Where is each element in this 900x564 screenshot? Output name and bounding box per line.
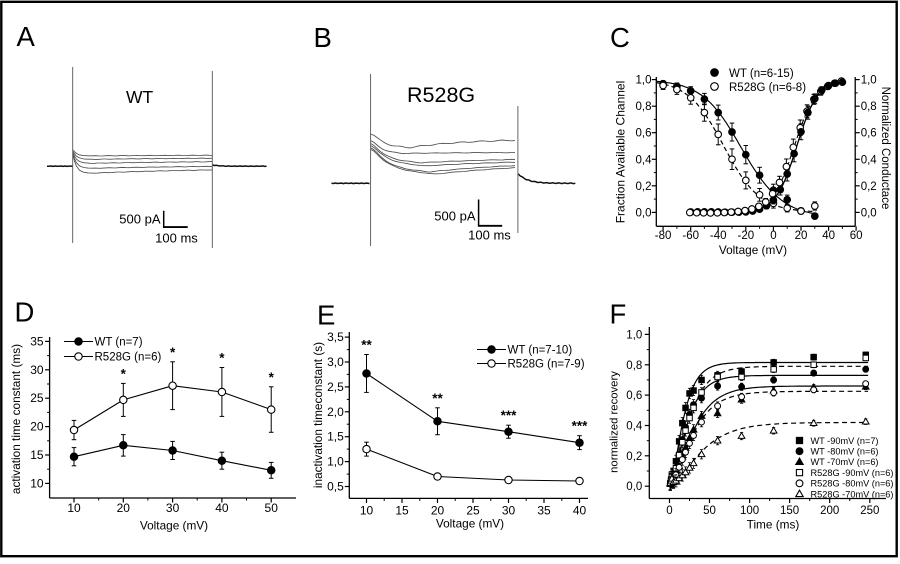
svg-text:**: ** (432, 391, 443, 406)
svg-text:0,8: 0,8 (636, 101, 652, 113)
svg-text:100: 100 (740, 505, 759, 517)
svg-text:-60: -60 (682, 230, 699, 242)
svg-text:1,0: 1,0 (327, 455, 344, 469)
svg-text:40: 40 (215, 501, 229, 515)
svg-text:1,0: 1,0 (861, 75, 877, 87)
svg-text:WT: WT (126, 87, 154, 107)
svg-text:60: 60 (850, 230, 863, 242)
svg-text:0,0: 0,0 (636, 207, 652, 219)
svg-text:R528G -80mV (n=6): R528G -80mV (n=6) (811, 479, 894, 489)
svg-text:150: 150 (780, 505, 799, 517)
svg-text:Voltage (mV): Voltage (mV) (436, 517, 504, 531)
svg-text:activation time constant (ms): activation time constant (ms) (9, 344, 23, 494)
svg-text:10: 10 (67, 501, 81, 515)
svg-text:A: A (17, 21, 36, 52)
svg-text:0,2: 0,2 (626, 451, 642, 463)
svg-text:Time (ms): Time (ms) (747, 518, 800, 532)
svg-text:F: F (610, 299, 627, 330)
svg-text:-40: -40 (710, 230, 727, 242)
svg-text:50: 50 (265, 501, 279, 515)
svg-text:-20: -20 (737, 230, 754, 242)
svg-text:500 pA: 500 pA (434, 209, 476, 224)
svg-text:2,5: 2,5 (327, 380, 344, 394)
svg-text:20: 20 (117, 501, 131, 515)
svg-text:normalized recovery: normalized recovery (609, 371, 621, 473)
svg-text:WT (n=6-15): WT (n=6-15) (729, 68, 794, 80)
svg-text:0,6: 0,6 (636, 128, 652, 140)
svg-text:0,6: 0,6 (626, 390, 642, 402)
svg-text:0,2: 0,2 (861, 181, 877, 193)
svg-text:2,0: 2,0 (327, 405, 344, 419)
svg-text:D: D (15, 297, 35, 328)
svg-text:25: 25 (466, 504, 480, 518)
svg-text:30: 30 (30, 363, 44, 377)
svg-text:200: 200 (820, 505, 839, 517)
svg-text:0: 0 (666, 505, 672, 517)
svg-text:*: * (219, 351, 225, 366)
svg-text:0,2: 0,2 (636, 181, 652, 193)
svg-text:E: E (317, 300, 335, 331)
svg-text:35: 35 (537, 504, 551, 518)
svg-text:0,0: 0,0 (626, 481, 642, 493)
svg-text:0,6: 0,6 (861, 128, 877, 140)
svg-text:35: 35 (30, 334, 44, 348)
svg-text:*: * (170, 345, 176, 360)
svg-text:-80: -80 (655, 230, 672, 242)
svg-text:20: 20 (795, 230, 808, 242)
svg-text:***: *** (572, 419, 589, 434)
svg-text:Voltage (mV): Voltage (mV) (140, 519, 208, 533)
svg-text:0,4: 0,4 (861, 154, 878, 166)
svg-text:40: 40 (573, 504, 587, 518)
svg-text:20: 20 (30, 420, 44, 434)
svg-text:3,5: 3,5 (327, 330, 344, 344)
svg-text:30: 30 (502, 504, 516, 518)
svg-text:WT (n=7-10): WT (n=7-10) (508, 345, 573, 357)
svg-text:500 pA: 500 pA (119, 212, 161, 227)
svg-text:Normalized Conductace: Normalized Conductace (879, 87, 891, 210)
svg-text:40: 40 (822, 230, 835, 242)
svg-text:B: B (314, 22, 332, 53)
svg-text:0,5: 0,5 (327, 480, 344, 494)
svg-text:0,4: 0,4 (626, 421, 643, 433)
svg-text:25: 25 (30, 391, 44, 405)
svg-text:0,8: 0,8 (861, 101, 877, 113)
svg-text:0,0: 0,0 (861, 207, 877, 219)
svg-text:R528G: R528G (407, 83, 475, 107)
svg-text:R528G (n=6): R528G (n=6) (95, 352, 162, 364)
svg-text:100 ms: 100 ms (155, 231, 198, 246)
svg-text:*: * (121, 366, 127, 381)
svg-text:30: 30 (166, 501, 180, 515)
svg-text:15: 15 (395, 504, 409, 518)
svg-text:inactivation timeconstant (s): inactivation timeconstant (s) (311, 342, 325, 488)
svg-text:Voltage (mV): Voltage (mV) (719, 243, 787, 257)
svg-text:50: 50 (703, 505, 716, 517)
svg-text:0,4: 0,4 (636, 154, 653, 166)
svg-text:15: 15 (30, 448, 44, 462)
svg-text:10: 10 (30, 476, 44, 490)
svg-text:Fraction Available Channel: Fraction Available Channel (614, 81, 628, 224)
svg-text:R528G -70mV (n=6): R528G -70mV (n=6) (811, 489, 894, 499)
svg-text:100 ms: 100 ms (468, 228, 511, 243)
svg-text:R528G -90mV (n=6): R528G -90mV (n=6) (811, 468, 894, 478)
svg-text:*: * (269, 370, 275, 385)
svg-text:0: 0 (770, 230, 776, 242)
svg-text:WT (n=7): WT (n=7) (95, 337, 143, 349)
svg-text:R528G (n=6-8): R528G (n=6-8) (729, 82, 806, 94)
svg-text:R528G (n=7-9): R528G (n=7-9) (508, 359, 585, 371)
svg-text:C: C (610, 22, 630, 53)
svg-text:WT -90mV (n=7): WT -90mV (n=7) (811, 436, 879, 446)
svg-text:0,8: 0,8 (626, 360, 642, 372)
svg-text:WT -80mV (n=6): WT -80mV (n=6) (811, 447, 879, 457)
svg-text:20: 20 (431, 504, 445, 518)
svg-text:250: 250 (860, 505, 879, 517)
svg-text:1,5: 1,5 (327, 430, 344, 444)
svg-text:**: ** (361, 338, 372, 353)
svg-text:1,0: 1,0 (636, 75, 652, 87)
svg-text:1,0: 1,0 (626, 329, 642, 341)
svg-text:3,0: 3,0 (327, 355, 344, 369)
svg-text:WT -70mV (n=6): WT -70mV (n=6) (811, 457, 879, 467)
svg-text:10: 10 (360, 504, 374, 518)
svg-text:***: *** (501, 408, 518, 423)
